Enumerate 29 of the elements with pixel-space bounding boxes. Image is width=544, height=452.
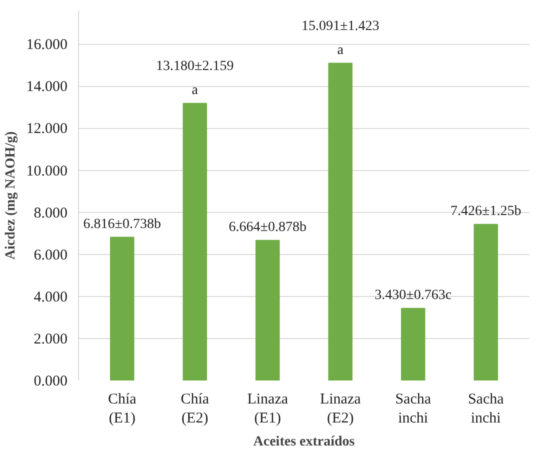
data-label: 3.430±0.763c [374,288,452,304]
data-label: 7.426±1.25b [450,204,522,220]
y-axis-title: Aicdez (mg NAOH/g) [3,131,18,260]
bar [110,236,134,380]
x-tick-label: Linaza (E2) [320,392,362,427]
y-tick-label: 0.000 [34,374,68,390]
bar [474,224,498,380]
y-tick-label: 14.000 [26,79,68,96]
y-tick-label: 6.000 [34,247,68,264]
x-tick-label: Sacha inchi [468,392,504,427]
bar [400,308,426,380]
x-tick-label: Chía (E1) [108,392,137,427]
data-label: 15.091±1.423 a [302,18,380,58]
x-axis-title: Aceites extraídos [253,434,356,450]
data-label: 13.180±2.159 a [156,59,234,98]
x-tick-label: Chía (E2) [180,392,210,427]
bar [328,62,353,380]
y-tick-label: 16.000 [26,37,68,54]
y-tick-label: 12.000 [26,121,68,138]
y-tick-label: 4.000 [34,289,68,306]
data-label: 6.816±0.738b [83,216,161,232]
y-tick-label: 8.000 [34,205,68,222]
x-tick-label: Linaza (E1) [247,392,288,427]
y-tick-label: 10.000 [26,163,68,180]
y-tick-label: 2.000 [34,331,68,348]
bar [255,240,280,380]
data-label: 6.664±0.878b [228,220,306,236]
bar [182,102,208,380]
x-tick-label: Sacha inchi [395,392,432,427]
